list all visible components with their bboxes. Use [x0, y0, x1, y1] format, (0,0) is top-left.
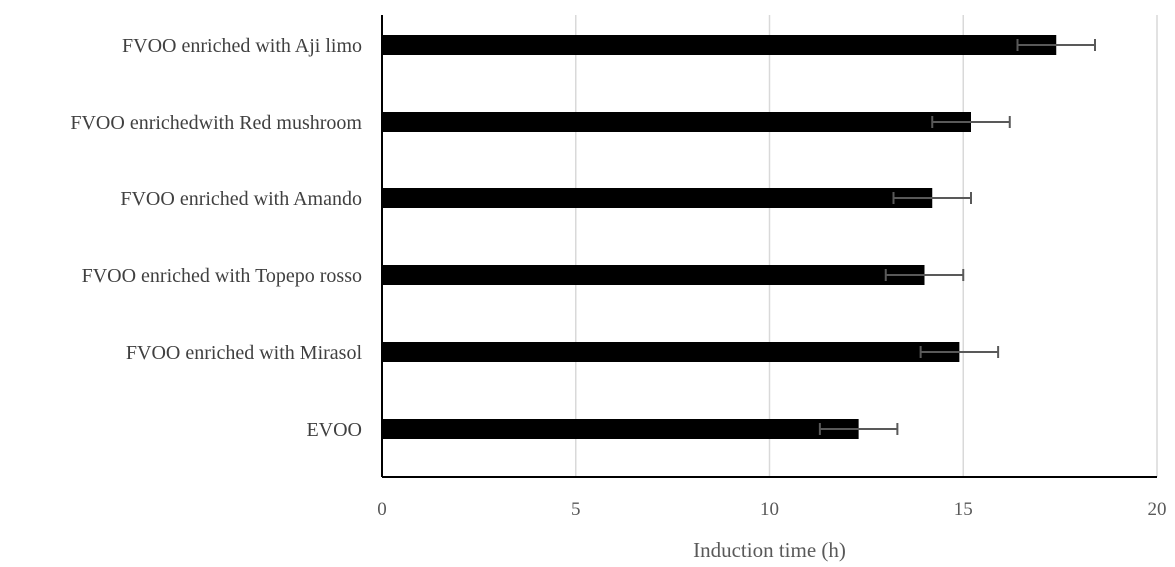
category-label: FVOO enriched with Amando — [120, 188, 362, 210]
category-label: FVOO enrichedwith Red mushroom — [70, 112, 362, 134]
axes — [381, 15, 1157, 478]
error-bar — [919, 346, 1000, 358]
bar — [382, 112, 971, 132]
category-label: EVOO — [306, 419, 362, 441]
bar — [382, 265, 925, 285]
category-label: FVOO enriched with Mirasol — [126, 342, 363, 364]
x-tick-label: 10 — [760, 499, 779, 520]
category-label: FVOO enriched with Topepo rosso — [82, 265, 362, 287]
category-label: FVOO enriched with Aji limo — [122, 35, 362, 57]
error-bar — [931, 116, 1011, 128]
gridlines — [575, 15, 1158, 477]
error-bars — [818, 39, 1096, 435]
error-bar — [884, 269, 965, 281]
error-bar — [1016, 39, 1096, 51]
bar — [382, 188, 933, 208]
bars — [382, 35, 1057, 439]
error-bar — [818, 423, 899, 435]
bar — [382, 35, 1057, 55]
x-tick-label: 15 — [954, 499, 973, 520]
bar — [382, 342, 960, 362]
x-tick-label: 0 — [377, 499, 387, 520]
x-axis-title: Induction time (h) — [693, 538, 846, 562]
category-labels: FVOO enriched with Aji limo FVOO enriched… — [70, 35, 362, 441]
bar — [382, 419, 859, 439]
x-tick-label: 5 — [571, 499, 581, 520]
x-tick-labels: 0 5 10 15 20 — [377, 499, 1166, 520]
x-tick-label: 20 — [1148, 499, 1167, 520]
error-bar — [892, 192, 972, 204]
